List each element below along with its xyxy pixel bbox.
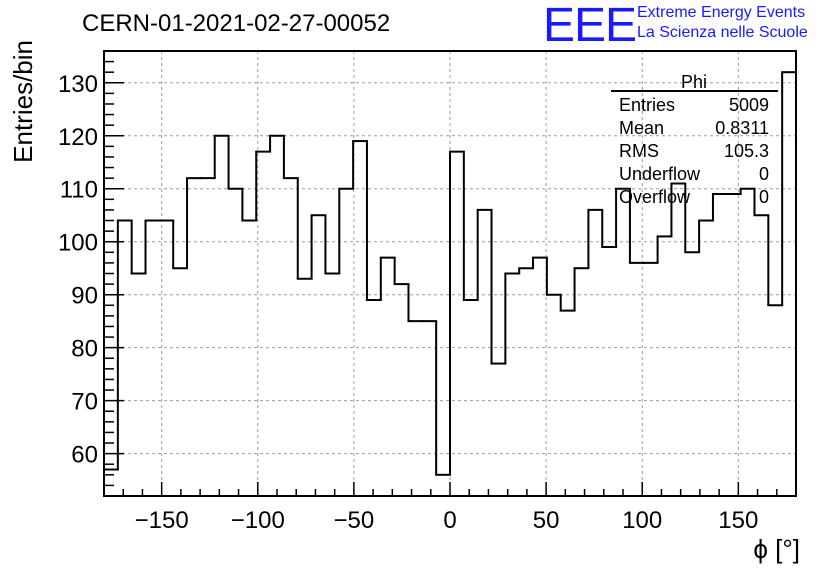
histogram-bin bbox=[186, 177, 202, 269]
histogram-bin bbox=[573, 267, 590, 311]
histogram-bin bbox=[116, 219, 133, 470]
histogram-bin bbox=[449, 150, 465, 475]
stats-label: RMS bbox=[619, 141, 659, 161]
stats-label: Entries bbox=[619, 95, 675, 115]
histogram-bin bbox=[490, 209, 507, 365]
stats-label: Mean bbox=[619, 118, 664, 138]
x-tick-label: 50 bbox=[533, 507, 560, 534]
histogram-bin bbox=[545, 257, 562, 296]
y-tick-label: 110 bbox=[60, 177, 98, 204]
histogram-bin bbox=[393, 257, 410, 286]
histogram-bin bbox=[698, 219, 714, 253]
histogram-bin bbox=[739, 187, 756, 195]
y-tick-label: 100 bbox=[58, 230, 98, 257]
x-tick-label: −50 bbox=[334, 507, 375, 534]
stats-box: Phi Entries 5009 Mean 0.8311 RMS 105.3 Underflo… bbox=[611, 72, 778, 207]
stats-value: 0 bbox=[759, 187, 769, 207]
histogram-bin bbox=[753, 188, 770, 217]
histogram-bin bbox=[767, 215, 784, 307]
histogram-bin bbox=[241, 188, 258, 222]
histogram-bin bbox=[213, 134, 230, 179]
histogram-bin bbox=[670, 182, 687, 237]
histogram-bin bbox=[518, 267, 535, 274]
histogram-bin bbox=[269, 134, 285, 152]
histogram-bin bbox=[352, 140, 368, 189]
histogram-bin bbox=[379, 256, 396, 300]
eee-logo-mark: EEE bbox=[543, 0, 637, 52]
y-tick-label: 60 bbox=[71, 442, 98, 469]
histogram-bin bbox=[324, 215, 341, 275]
histogram-bin bbox=[532, 256, 548, 269]
stats-value: 0 bbox=[759, 164, 769, 184]
histogram-bin bbox=[601, 209, 618, 249]
y-tick-label: 130 bbox=[58, 71, 98, 98]
histogram-bin bbox=[435, 321, 451, 476]
stats-title: Phi bbox=[681, 72, 707, 92]
stats-value: 5009 bbox=[729, 95, 769, 115]
axis-ticks bbox=[104, 60, 778, 496]
histogram-bin bbox=[255, 150, 272, 221]
stats-label: Overflow bbox=[619, 187, 691, 207]
histogram-bin bbox=[310, 214, 327, 279]
histogram-bin bbox=[407, 284, 424, 323]
chart-title: CERN-01-2021-02-27-00052 bbox=[82, 10, 391, 37]
axis-labels: −150 −100 −50 0 50 100 150 60 70 80 90 100 110 120 130… bbox=[8, 40, 800, 564]
histogram-bin bbox=[227, 135, 244, 190]
histogram-bin bbox=[476, 208, 493, 300]
y-tick-label: 120 bbox=[58, 124, 98, 151]
x-tick-label: −100 bbox=[231, 507, 285, 534]
histogram-bars bbox=[103, 71, 797, 476]
histogram-bin bbox=[684, 183, 701, 254]
y-axis-title: Entries/bin bbox=[8, 40, 38, 163]
histogram-bin bbox=[296, 178, 313, 280]
histogram-bin bbox=[130, 220, 147, 275]
logo-caption-line2: La Scienza nelle Scuole bbox=[637, 24, 808, 41]
y-tick-label: 70 bbox=[71, 389, 98, 416]
histogram-bin bbox=[282, 135, 299, 180]
stats-label: Underflow bbox=[619, 164, 701, 184]
y-tick-label: 90 bbox=[71, 283, 98, 310]
x-tick-label: −150 bbox=[135, 507, 189, 534]
histogram-bin bbox=[615, 187, 631, 248]
histogram-bin bbox=[365, 141, 382, 301]
histogram-bin bbox=[628, 188, 645, 264]
histogram-bin bbox=[587, 208, 604, 269]
stats-value: 105.3 bbox=[724, 141, 769, 161]
histogram-bin bbox=[144, 219, 161, 274]
histogram-bin bbox=[462, 151, 479, 301]
histogram-bin bbox=[504, 272, 521, 364]
x-tick-label: 0 bbox=[443, 507, 456, 534]
stats-value: 0.8311 bbox=[715, 118, 769, 138]
histogram-bin bbox=[559, 294, 576, 312]
histogram-bin bbox=[711, 193, 728, 221]
logo-caption-line1: Extreme Energy Events bbox=[637, 4, 806, 21]
histogram-bin bbox=[172, 220, 189, 270]
x-tick-label: 100 bbox=[622, 507, 662, 534]
x-axis-title: ϕ [°] bbox=[753, 534, 800, 564]
histogram-bin bbox=[656, 235, 673, 263]
y-tick-label: 80 bbox=[71, 336, 98, 363]
histogram-bin bbox=[338, 187, 355, 274]
x-tick-label: 150 bbox=[718, 507, 758, 534]
histogram-bin bbox=[781, 71, 797, 306]
